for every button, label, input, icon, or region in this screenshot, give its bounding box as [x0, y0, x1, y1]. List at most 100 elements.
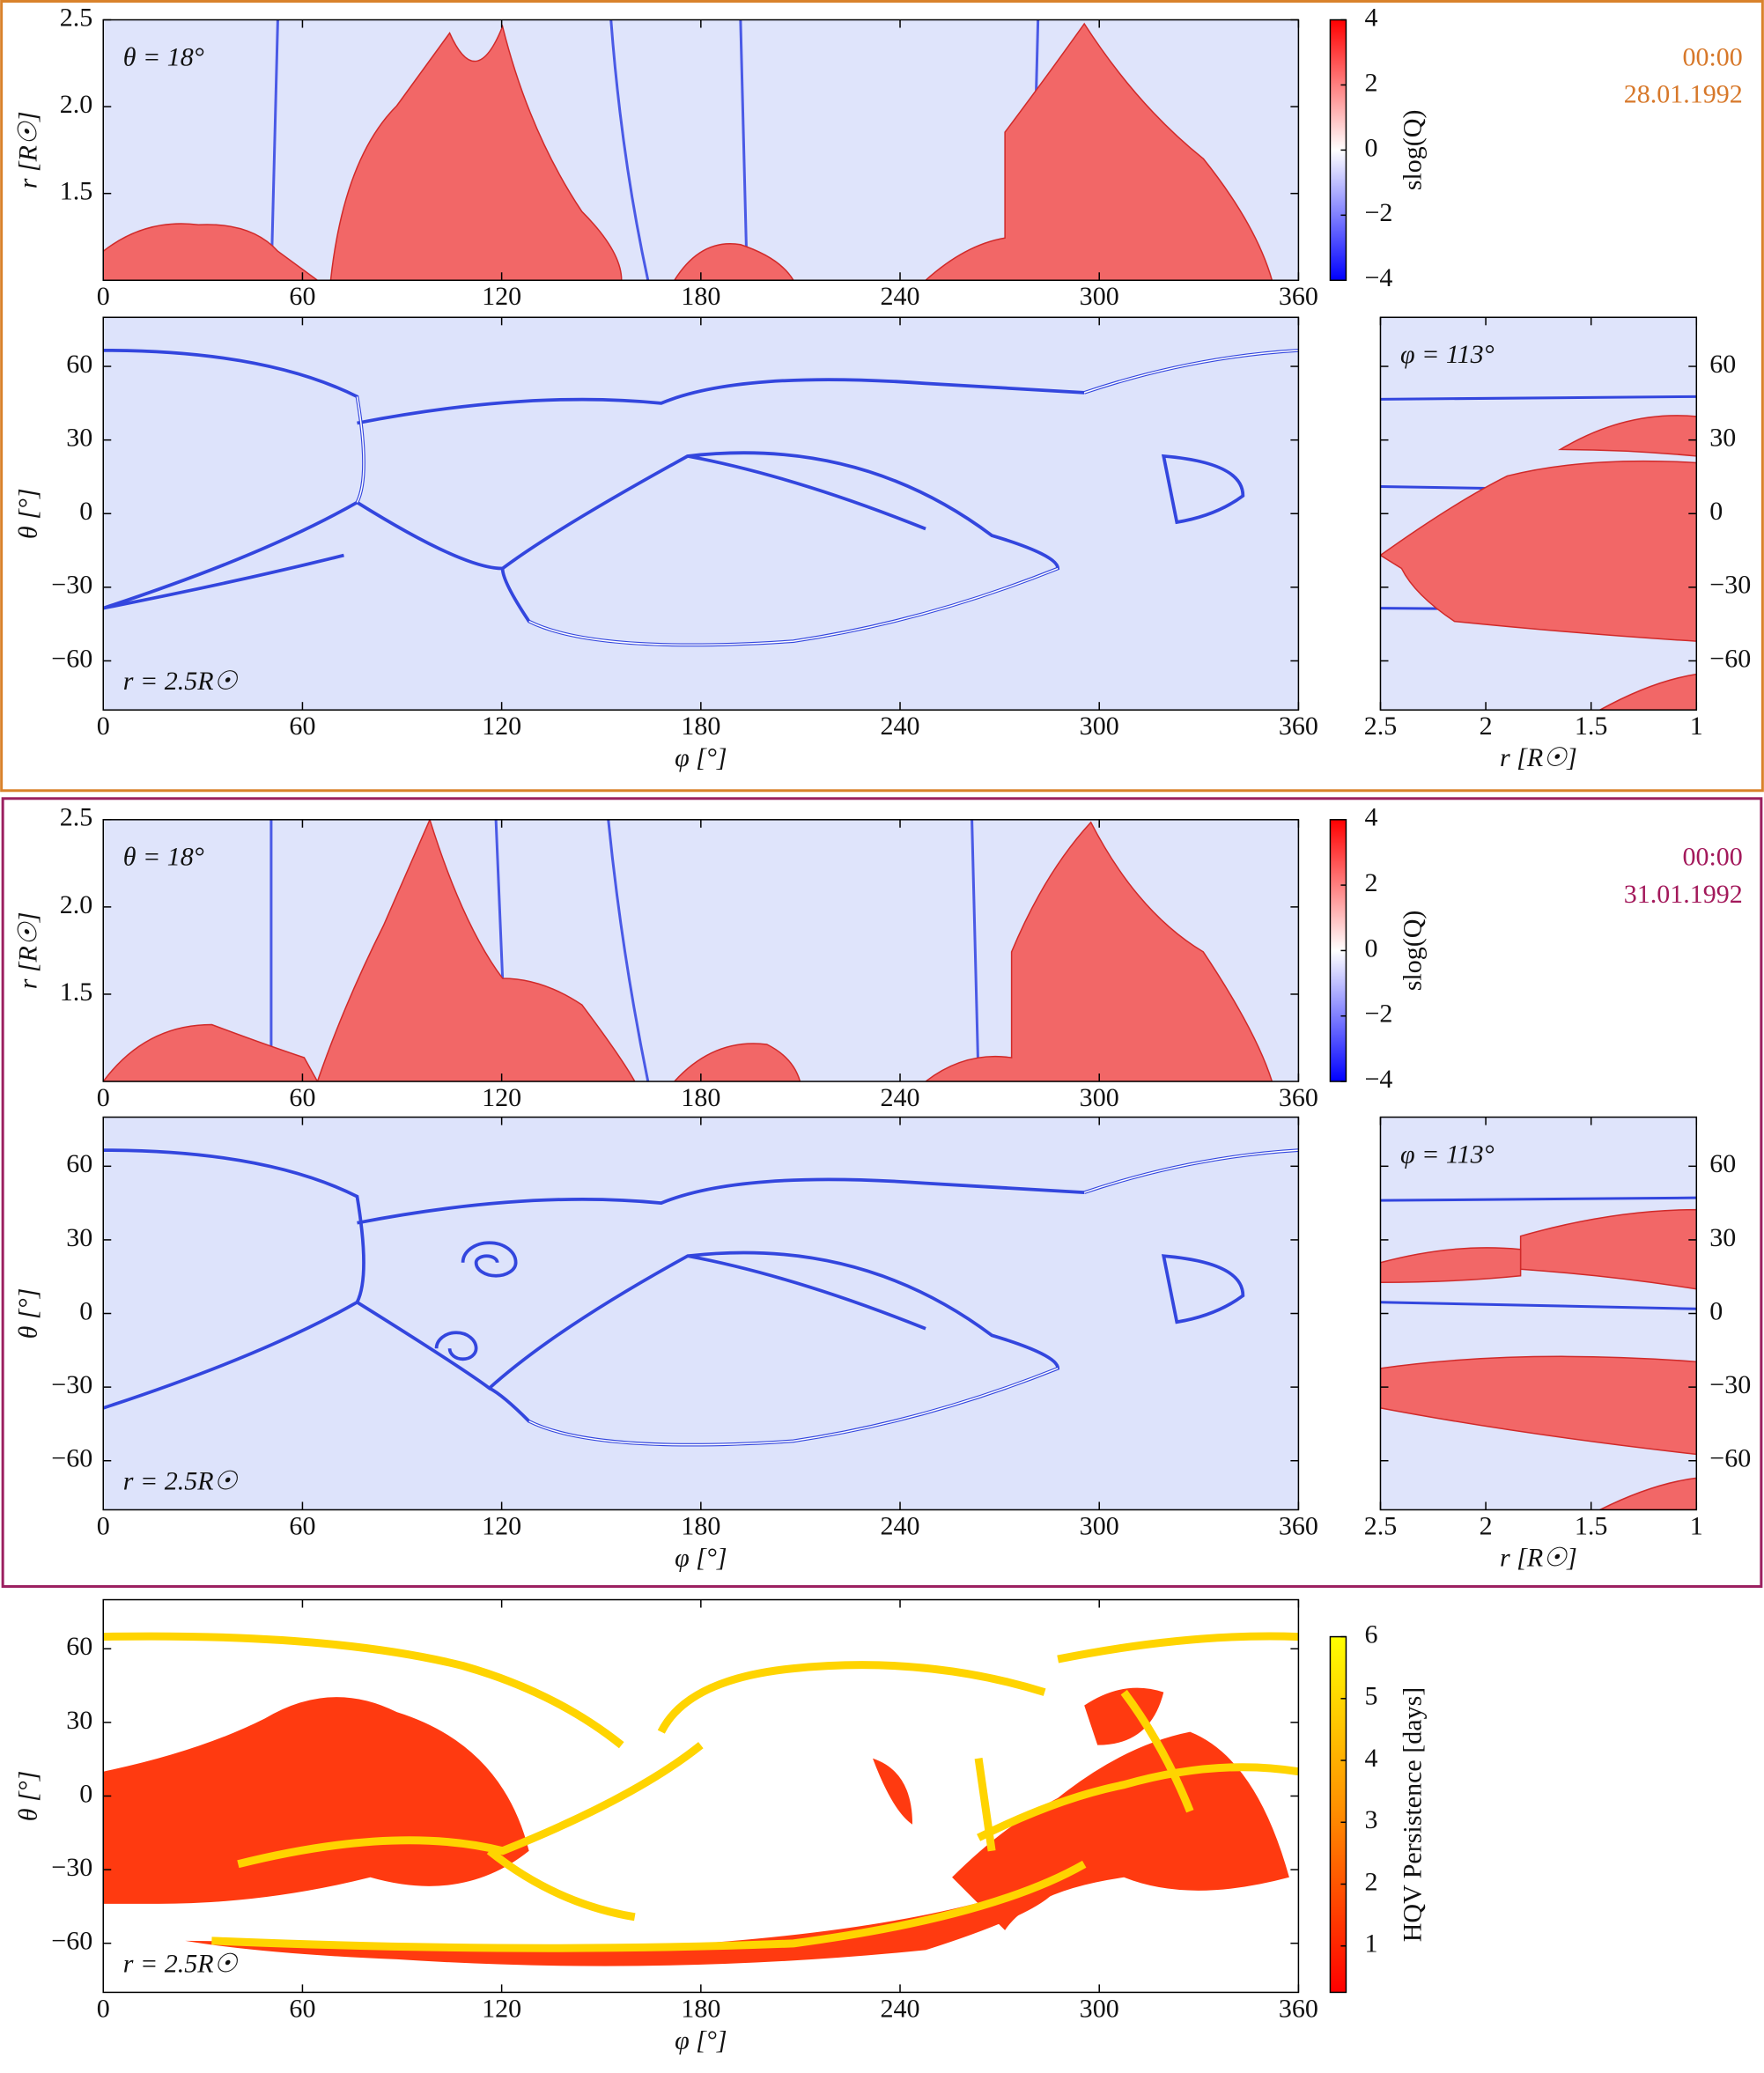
- colorbar-tick-label: 2: [1364, 1867, 1377, 1896]
- y-tick-label: 30: [66, 1223, 92, 1252]
- frame-box: [1, 797, 1763, 1589]
- y-tick-label: 60: [1709, 350, 1736, 379]
- colorbar-tick-label: 4: [1364, 803, 1377, 832]
- y-tick-label: 30: [66, 1706, 92, 1735]
- x-tick-label: 2.5: [1364, 1511, 1398, 1540]
- x-tick-label: 120: [482, 1511, 521, 1540]
- x-tick-label: 120: [482, 1083, 521, 1112]
- x-tick-label: 360: [1279, 1994, 1318, 2023]
- y-tick-label: −60: [1709, 1444, 1751, 1473]
- y-tick-label: −60: [51, 644, 92, 673]
- colorbar-tick-label: −4: [1364, 1065, 1392, 1094]
- colorbar-tick-label: 0: [1364, 933, 1377, 963]
- x-tick-label: 180: [681, 1511, 720, 1540]
- x-tick-label: 300: [1080, 1083, 1119, 1112]
- y-tick-label: −30: [51, 1853, 92, 1882]
- x-tick-label: 60: [289, 712, 315, 741]
- x-tick-label: 360: [1279, 712, 1318, 741]
- y-tick-label: −30: [51, 1370, 92, 1399]
- colorbar-tick-label: −2: [1364, 198, 1392, 227]
- colorbar-label: slog(Q): [1398, 110, 1427, 191]
- x-tick-label: 0: [97, 282, 110, 311]
- x-axis-label: φ [°]: [675, 743, 727, 772]
- x-tick-label: 60: [289, 282, 315, 311]
- colorbar-tick-label: 2: [1364, 868, 1377, 897]
- x-tick-label: 300: [1080, 1994, 1119, 2023]
- heatmap-image: [1380, 1117, 1697, 1510]
- colorbar-tick-label: 4: [1364, 1744, 1377, 1773]
- x-tick-label: 60: [289, 1511, 315, 1540]
- y-tick-label: 2.0: [60, 890, 93, 919]
- heatmap-image: [103, 819, 1299, 1082]
- x-tick-label: 360: [1279, 282, 1318, 311]
- x-tick-label: 300: [1080, 712, 1119, 741]
- y-tick-label: 60: [1709, 1149, 1736, 1178]
- timestamp-date: 28.01.1992: [1624, 79, 1743, 108]
- y-tick-label: 2.0: [60, 90, 93, 119]
- x-tick-label: 0: [97, 1083, 110, 1112]
- panel-annotation: θ = 18°: [123, 42, 204, 71]
- x-axis-label: r [R☉]: [1500, 743, 1577, 772]
- colorbar-tick-label: −4: [1364, 263, 1392, 292]
- y-tick-label: 0: [79, 1296, 92, 1325]
- x-axis-label: φ [°]: [675, 2025, 727, 2055]
- y-tick-label: −60: [51, 1444, 92, 1473]
- x-tick-label: 2.5: [1364, 712, 1398, 741]
- x-tick-label: 60: [289, 1994, 315, 2023]
- y-tick-label: 60: [66, 1632, 92, 1661]
- y-axis-label: r [R☉]: [14, 111, 43, 188]
- x-tick-label: 2: [1480, 712, 1493, 741]
- y-axis-label: θ [°]: [14, 1288, 43, 1339]
- x-tick-label: 240: [881, 1511, 920, 1540]
- y-tick-label: 1.5: [60, 977, 93, 1007]
- timestamp-time: 00:00: [1682, 843, 1742, 872]
- x-tick-label: 180: [681, 712, 720, 741]
- x-tick-label: 240: [881, 1083, 920, 1112]
- y-tick-label: −30: [1709, 1370, 1751, 1399]
- x-tick-label: 120: [482, 1994, 521, 2023]
- x-tick-label: 240: [881, 282, 920, 311]
- x-tick-label: 360: [1279, 1083, 1318, 1112]
- colorbar-label: HQV Persistence [days]: [1398, 1687, 1427, 1943]
- x-axis-label: φ [°]: [675, 1543, 727, 1572]
- y-tick-label: −60: [51, 1927, 92, 1956]
- x-tick-label: 300: [1080, 1511, 1119, 1540]
- colorbar-tick-label: 3: [1364, 1805, 1377, 1834]
- panel-annotation: r = 2.5R☉: [123, 1949, 239, 1978]
- panel-annotation: r = 2.5R☉: [123, 667, 239, 696]
- timestamp-time: 00:00: [1682, 42, 1742, 71]
- x-tick-label: 1.5: [1575, 1511, 1608, 1540]
- x-tick-label: 60: [289, 1083, 315, 1112]
- x-tick-label: 0: [97, 1511, 110, 1540]
- colorbar-tick-label: 2: [1364, 68, 1377, 97]
- y-tick-label: 60: [66, 1149, 92, 1178]
- x-tick-label: 240: [881, 712, 920, 741]
- timestamp-date: 31.01.1992: [1624, 880, 1743, 909]
- colorbar: [1329, 1635, 1347, 1994]
- heatmap-image: [1380, 317, 1697, 711]
- x-tick-label: 120: [482, 282, 521, 311]
- x-tick-label: 0: [97, 1994, 110, 2023]
- y-tick-label: 30: [1709, 1223, 1736, 1252]
- x-tick-label: 120: [482, 712, 521, 741]
- x-tick-label: 1: [1690, 712, 1703, 741]
- y-axis-label: θ [°]: [14, 1771, 43, 1822]
- frame-box: [0, 0, 1764, 793]
- y-tick-label: 2.5: [60, 803, 93, 832]
- colorbar-tick-label: 5: [1364, 1682, 1377, 1711]
- x-tick-label: 1: [1690, 1511, 1703, 1540]
- x-tick-label: 2: [1480, 1511, 1493, 1540]
- y-tick-label: −30: [51, 571, 92, 600]
- panel-annotation: φ = 113°: [1400, 1140, 1495, 1169]
- x-tick-label: 240: [881, 1994, 920, 2023]
- colorbar-tick-label: −2: [1364, 1000, 1392, 1029]
- y-axis-label: θ [°]: [14, 488, 43, 539]
- heatmap-image: [103, 19, 1299, 281]
- y-tick-label: 0: [79, 1779, 92, 1808]
- heatmap-image: [103, 1117, 1299, 1510]
- x-tick-label: 0: [97, 712, 110, 741]
- x-tick-label: 1.5: [1575, 712, 1608, 741]
- x-tick-label: 180: [681, 1083, 720, 1112]
- y-tick-label: 1.5: [60, 177, 93, 206]
